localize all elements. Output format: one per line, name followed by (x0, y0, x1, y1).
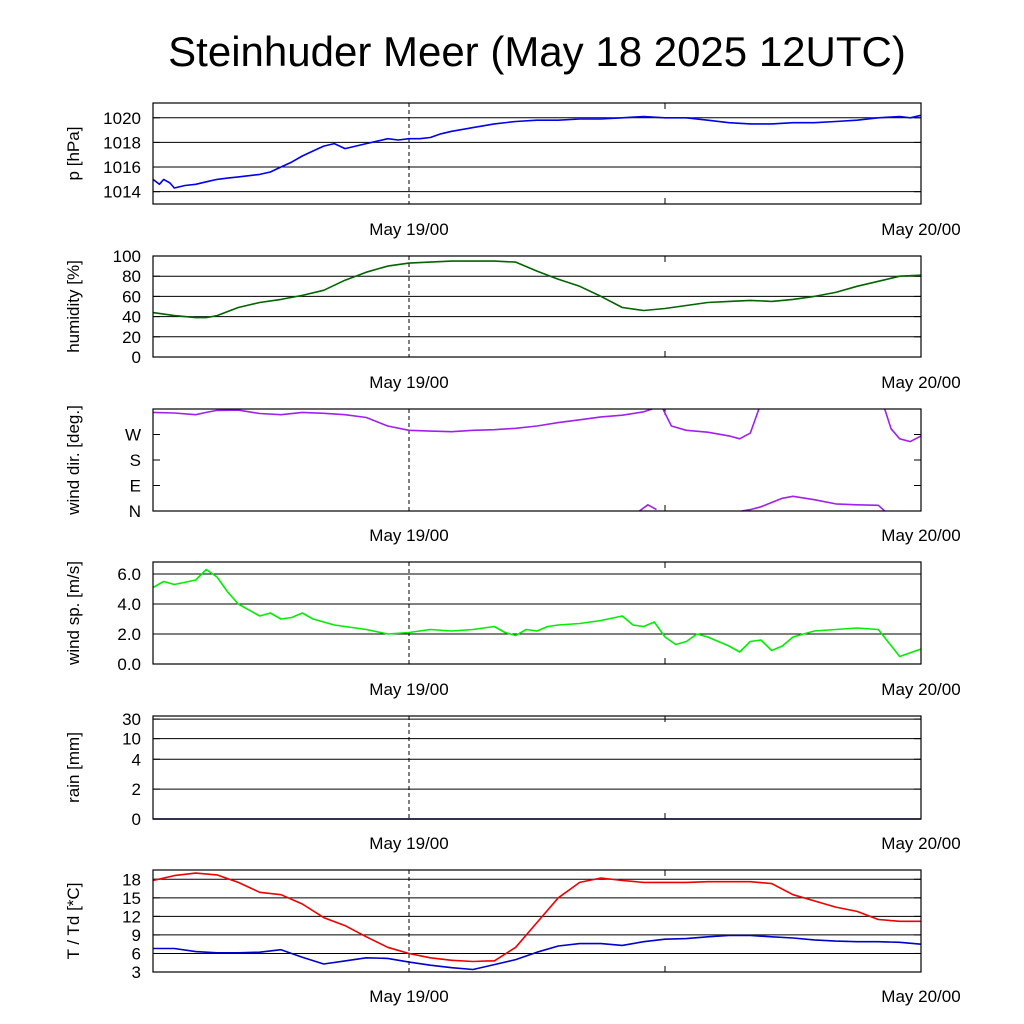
series-line-wind_direction-1 (662, 408, 760, 440)
y-axis-label: wind dir. [deg.] (64, 405, 83, 516)
series-line-wind_direction-4 (741, 495, 886, 512)
x-tick-label: May 20/00 (881, 373, 960, 392)
chart-title: Steinhuder Meer (May 18 2025 12UTC) (168, 28, 906, 75)
series-line-wind_direction-0 (152, 408, 653, 433)
series-line-pressure-0 (152, 114, 922, 189)
plot-frame (152, 102, 922, 205)
x-tick-label: May 20/00 (881, 526, 960, 545)
y-tick-label: 80 (122, 267, 141, 286)
x-tick-label: May 19/00 (369, 834, 448, 853)
x-tick-label: May 19/00 (369, 680, 448, 699)
y-tick-label: 60 (122, 287, 141, 306)
y-axis-label: humidity [%] (64, 260, 83, 353)
x-tick-label: May 20/00 (881, 834, 960, 853)
x-tick-label: May 19/00 (369, 373, 448, 392)
y-tick-label: 9 (132, 926, 141, 945)
y-tick-label: 15 (122, 889, 141, 908)
y-tick-label: 1014 (103, 183, 141, 202)
y-tick-label: 6 (132, 944, 141, 963)
y-tick-label: 10 (122, 730, 141, 749)
x-tick-label: May 19/00 (369, 220, 448, 239)
y-tick-label: 2.0 (117, 625, 141, 644)
y-axis-label: p [hPa] (64, 127, 83, 181)
x-tick-label: May 19/00 (369, 526, 448, 545)
series-line-wind_direction-2 (883, 408, 922, 443)
plot-frame (152, 869, 922, 973)
y-tick-label: 20 (122, 328, 141, 347)
y-tick-label: 30 (122, 710, 141, 729)
panel-pressure: 1014 1016 1018 1020 May 19/00 May 20/00 p [hPa… (64, 102, 961, 239)
x-tick-label: May 20/00 (881, 680, 960, 699)
y-tick-label: 40 (122, 308, 141, 327)
y-tick-label: 1016 (103, 158, 141, 177)
y-tick-label: N (129, 502, 141, 521)
y-tick-label: 1018 (103, 133, 141, 152)
y-tick-label: 0.0 (117, 655, 141, 674)
y-tick-label: W (125, 426, 141, 445)
plot-frame (152, 715, 922, 820)
series-line-wind_speed-0 (152, 568, 922, 658)
plot-frame (152, 255, 922, 358)
y-tick-label: 2 (132, 780, 141, 799)
series-line-wind_direction-3 (638, 503, 657, 512)
y-tick-label: 12 (122, 907, 141, 926)
y-axis-label: wind sp. [m/s] (64, 561, 83, 666)
plot-frame (152, 561, 922, 665)
y-tick-label: 18 (122, 870, 141, 889)
panel-wind_speed: 0.0 2.0 4.0 6.0 May 19/00 May 20/00 wind sp. [… (64, 561, 961, 699)
series-line-humidity-0 (152, 260, 922, 319)
y-tick-label: S (130, 451, 141, 470)
y-axis-label: T / Td [*C] (64, 883, 83, 960)
series-line-temperature_dewpoint-1 (153, 934, 922, 971)
y-tick-label: 4 (132, 750, 141, 769)
series-line-temperature_dewpoint-0 (152, 872, 921, 963)
y-tick-label: 4.0 (117, 595, 141, 614)
y-tick-label: 0 (132, 810, 141, 829)
y-tick-label: 100 (113, 247, 141, 266)
x-tick-label: May 20/00 (881, 987, 960, 1006)
y-tick-label: E (130, 477, 141, 496)
y-tick-label: 6.0 (117, 565, 141, 584)
x-tick-label: May 20/00 (881, 220, 960, 239)
x-tick-label: May 19/00 (369, 987, 448, 1006)
y-tick-label: 3 (132, 963, 141, 982)
plot-frame (152, 408, 922, 512)
y-axis-label: rain [mm] (64, 732, 83, 803)
y-tick-label: 0 (132, 348, 141, 367)
y-tick-label: 1020 (103, 109, 141, 128)
